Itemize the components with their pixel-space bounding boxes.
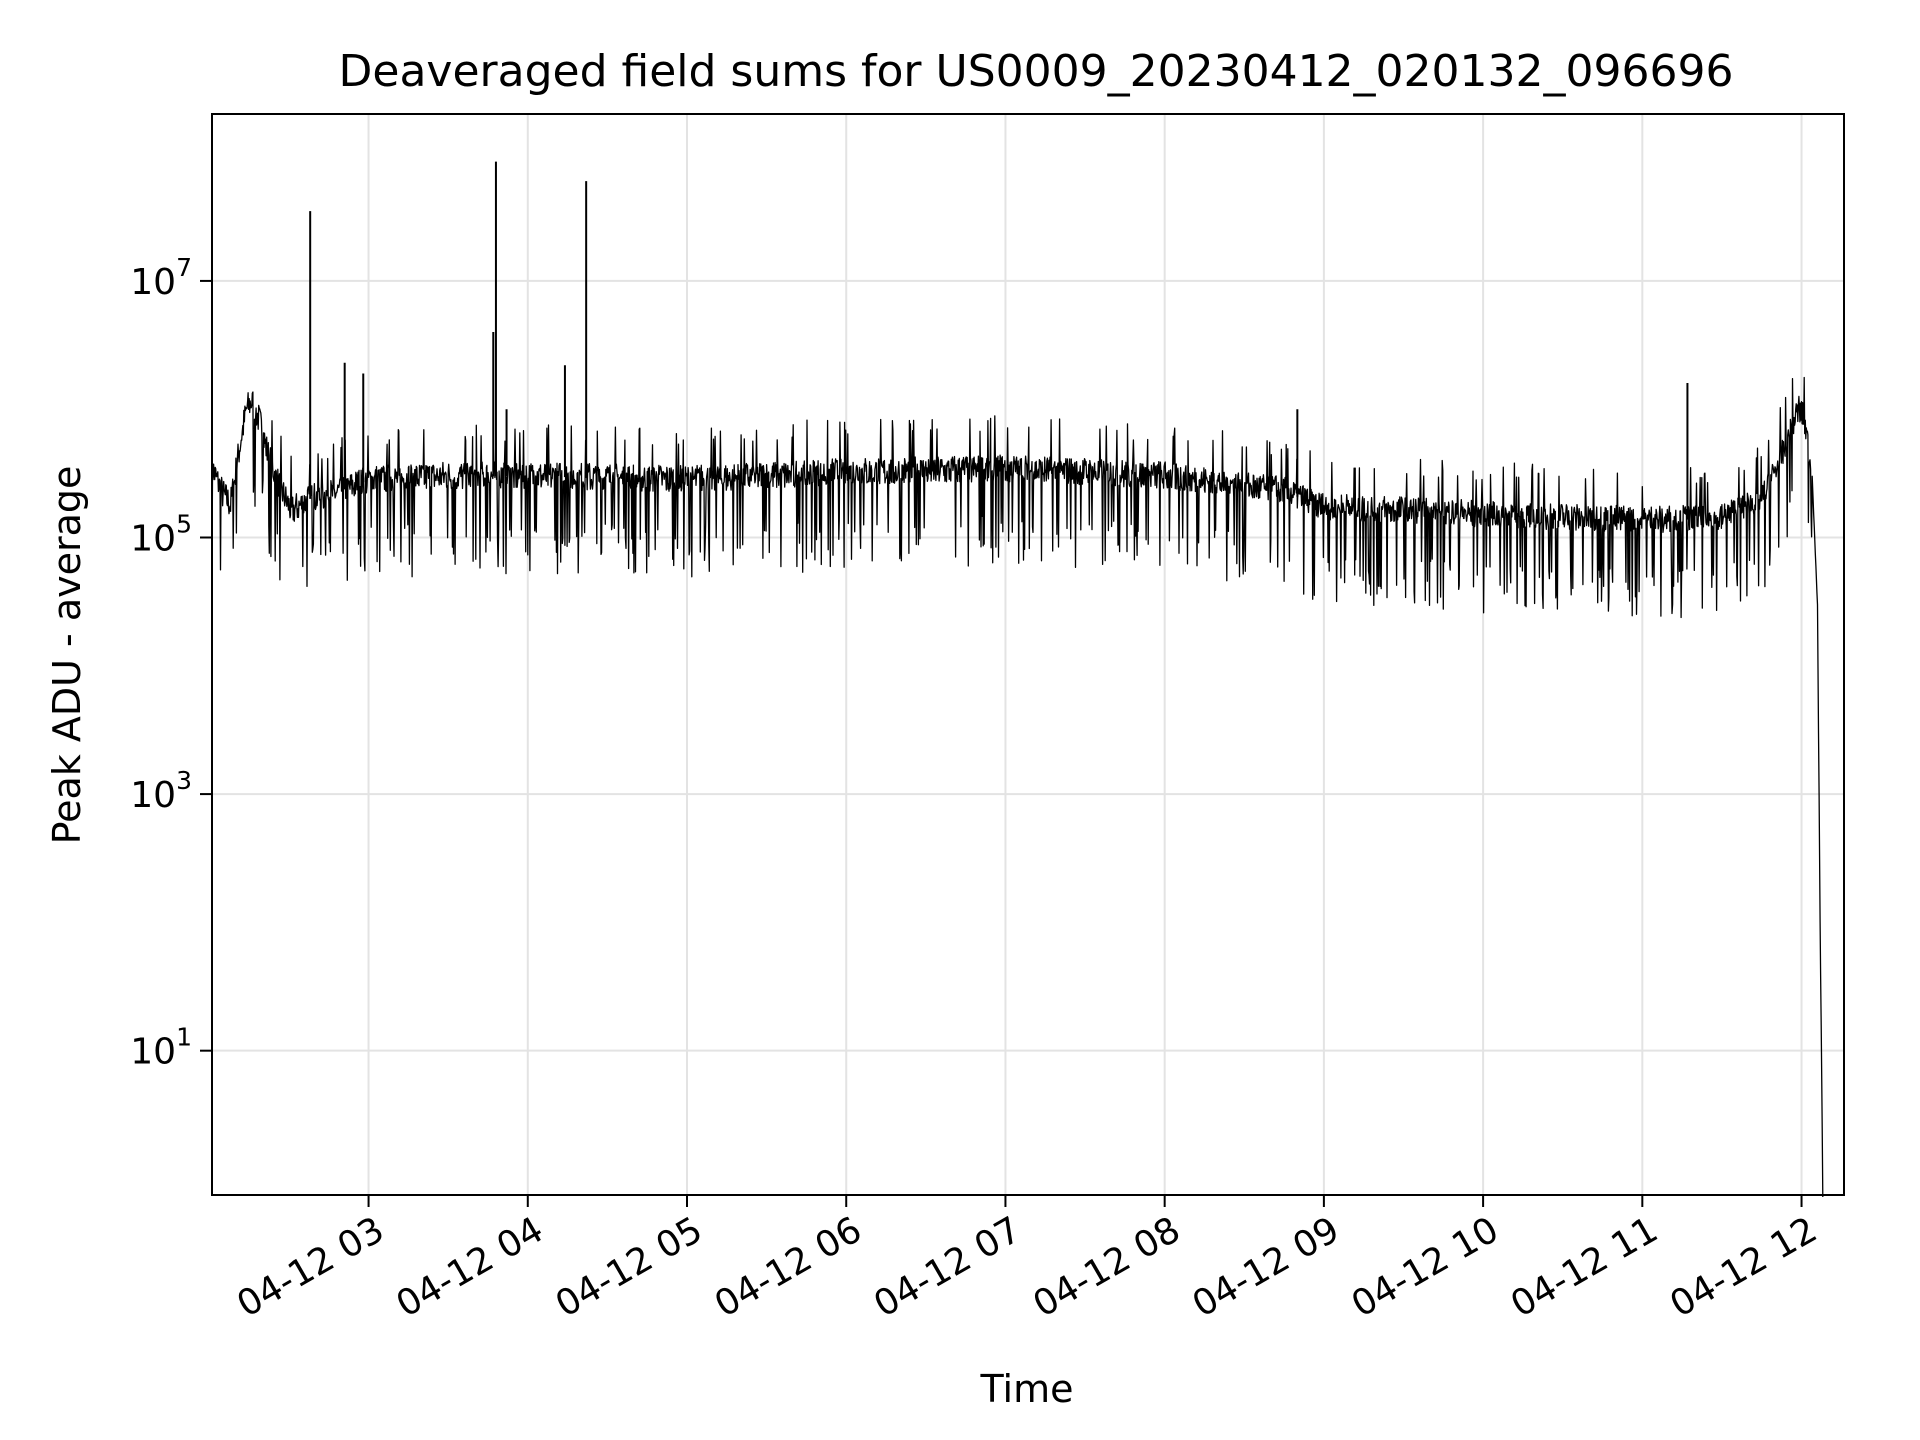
plot-frame: [211, 113, 1845, 1196]
y-axis-label: Peak ADU - average: [45, 466, 89, 845]
y-axis-ticks: 101 103 105 107: [130, 253, 212, 1073]
grid: [212, 114, 1844, 1195]
y-tick-label: 105: [130, 510, 192, 560]
y-tick-label: 107: [130, 253, 192, 303]
x-axis-label: Time: [980, 1367, 1074, 1411]
series-line: [211, 376, 1824, 1198]
chart-title: Deaveraged field sums for US0009_2023041…: [339, 46, 1734, 97]
y-tick-label: 101: [130, 1023, 192, 1073]
series-layer: [211, 161, 1824, 1198]
y-tick-label: 103: [130, 766, 192, 816]
